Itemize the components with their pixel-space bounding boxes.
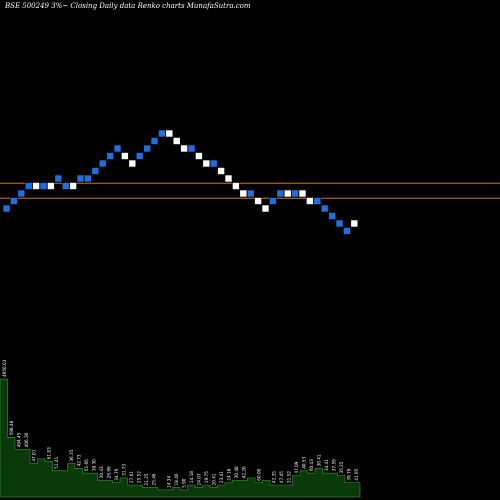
volume-label: 34.41 [324,459,329,471]
renko-brick-down [91,167,100,175]
renko-brick-down [269,197,277,205]
volume-label: 47.09 [294,461,299,473]
renko-brick-up [128,159,137,168]
volume-label: 25.52 [137,471,142,483]
volume-label: 31.73 [122,464,127,476]
renko-brick-down [328,212,336,220]
renko-brick-up [306,197,314,205]
renko-brick-down [10,197,18,205]
renko-brick-down [17,189,26,198]
renko-brick-up [254,197,262,205]
renko-brick-down [143,144,151,153]
volume-label: 34.79 [114,468,119,480]
renko-brick-up [217,167,225,175]
renko-brick-up [261,204,270,213]
volume-label: 19.75 [204,471,209,483]
volume-label: 35.25 [339,461,344,473]
renko-brick-down [61,182,70,190]
volume-label: 20.41 [212,473,217,485]
volume-label: 39.79 [347,468,352,480]
volume-label: 42.35 [272,471,277,483]
volume-label: 61.83 [47,447,52,459]
volume-label: 38.30 [92,459,97,471]
renko-brick-up [232,182,240,190]
renko-brick-down [335,219,344,228]
renko-brick-up [180,144,188,153]
volume-label: 23.41 [219,471,224,483]
renko-brick-down [313,197,322,205]
volume-label: 14.18 [189,471,194,483]
renko-brick-down [76,174,85,183]
volume-panel [0,378,361,498]
volume-label: 51.66 [84,459,89,471]
renko-brick-down [54,174,63,183]
renko-brick-down [320,204,329,213]
volume-label: 5.90 [182,478,187,488]
volume-label: 18.46 [174,473,179,485]
volume-label: 24.18 [227,468,232,480]
volume-label: 36.35 [69,449,74,461]
renko-brick-down [84,174,92,183]
volume-label: 27.01 [129,471,134,483]
renko-brick-up [32,182,40,190]
volume-area [0,378,361,498]
renko-brick-down [150,137,159,145]
renko-brick-up [283,189,292,198]
volume-label: 30.41 [317,454,322,466]
volume-label: 4950.03 [2,359,7,377]
chart-title: BSE 500249 3%~ Closing Daily data Renko … [5,2,251,10]
renko-brick-down [2,204,11,213]
renko-brick-down [98,159,107,168]
volume-label: 24.07 [197,473,202,485]
renko-brick-down [276,189,285,198]
volume-label: 406.30 [24,432,29,447]
volume-label: 40.53 [302,456,307,468]
volume-label: 42.20 [242,466,247,478]
renko-brick-up [350,219,359,228]
volume-label: 37.59 [332,459,337,471]
volume-label: 30.43 [99,466,104,478]
renko-brick-up [172,137,181,145]
renko-brick-down [343,227,351,235]
renko-brick-up [121,152,129,160]
renko-brick-down [106,152,114,160]
renko-brick-up [239,189,248,198]
volume-label: 598.48 [9,420,14,435]
renko-brick-up [69,182,77,190]
renko-brick-down [39,182,48,190]
volume-label: 60.00 [257,468,262,480]
volume-label: 51.41 [54,456,59,468]
renko-brick-down [158,129,166,138]
volume-label: 21.25 [144,473,149,485]
renko-brick-up [202,159,211,168]
renko-brick-up [298,189,307,198]
volume-label: 41.95 [354,468,359,480]
renko-bricks [2,129,359,235]
volume-label: 42.73 [77,454,82,466]
renko-brick-down [135,152,144,160]
renko-brick-down [187,144,196,153]
renko-brick-down [113,144,122,153]
volume-label: 47.01 [32,449,37,461]
volume-label: 47.45 [279,471,284,483]
volume-label: 31.52 [287,471,292,483]
volume-label: 26.99 [107,466,112,478]
renko-brick-up [47,182,55,190]
renko-brick-up [165,129,174,138]
renko-brick-down [209,159,218,168]
reference-lines [0,182,500,199]
volume-label: 60.43 [309,459,314,471]
volume-label: 30.48 [234,466,239,478]
volume-label: 14.34 [167,476,172,488]
renko-brick-down [291,189,299,198]
renko-brick-up [224,174,233,183]
volume-label: 494.45 [17,432,22,447]
renko-brick-up [195,152,203,160]
volume-label: 25.46 [152,473,157,485]
renko-brick-down [24,182,33,190]
renko-brick-down [246,189,255,198]
